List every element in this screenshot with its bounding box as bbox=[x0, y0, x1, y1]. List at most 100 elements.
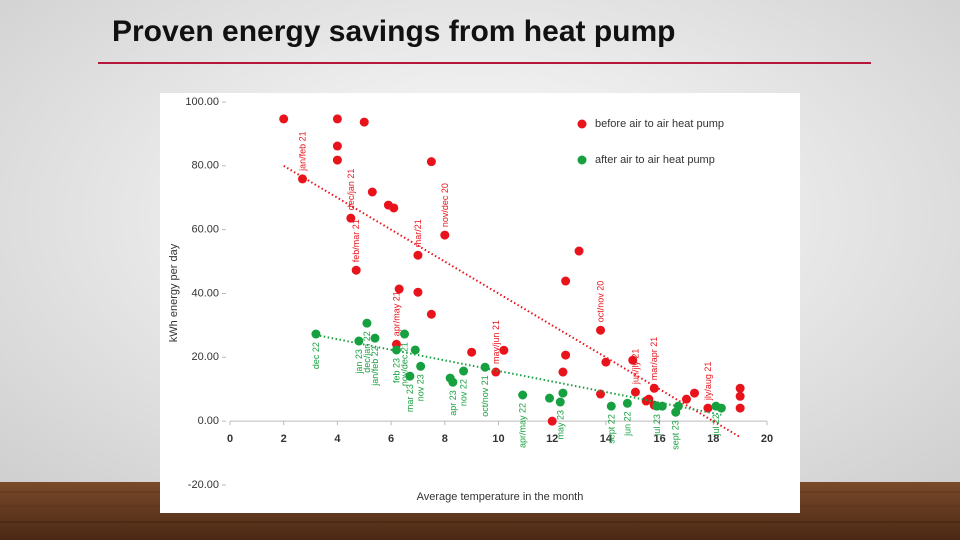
y-tick-label: 0.00 bbox=[198, 415, 219, 427]
point bbox=[644, 394, 654, 404]
x-tick-label: 2 bbox=[281, 433, 287, 445]
point-label: feb 23 bbox=[391, 358, 401, 383]
y-tick-label: 20.00 bbox=[191, 351, 219, 363]
point bbox=[628, 355, 638, 365]
point bbox=[703, 403, 713, 413]
point bbox=[351, 265, 361, 275]
point-label: jan 23 bbox=[354, 349, 364, 375]
point-label: dec/jan 21 bbox=[346, 169, 356, 211]
point-label: sept 23 bbox=[671, 420, 681, 450]
point-label: jul 22 bbox=[711, 414, 721, 437]
point bbox=[716, 403, 726, 413]
point bbox=[297, 174, 307, 184]
point-label: nov/dec 21 bbox=[400, 342, 410, 386]
point bbox=[410, 345, 420, 355]
point bbox=[354, 336, 364, 346]
point bbox=[547, 416, 557, 426]
point bbox=[574, 246, 584, 256]
point bbox=[499, 345, 509, 355]
point-label: jan/feb 21 bbox=[297, 131, 307, 172]
y-tick-label: 80.00 bbox=[191, 160, 219, 172]
point-label: nov 22 bbox=[459, 379, 469, 406]
point-label: mar/apr 21 bbox=[649, 337, 659, 381]
point bbox=[367, 187, 377, 197]
point-label: oct/nov 20 bbox=[596, 281, 606, 323]
point bbox=[359, 117, 369, 127]
point bbox=[491, 367, 501, 377]
point-label: nov 23 bbox=[416, 374, 426, 401]
legend-marker bbox=[577, 155, 587, 165]
trend-line bbox=[283, 164, 741, 438]
point bbox=[606, 401, 616, 411]
point-label: sept 22 bbox=[606, 414, 616, 444]
point bbox=[389, 203, 399, 213]
x-tick-label: 8 bbox=[442, 433, 448, 445]
x-tick-label: 4 bbox=[334, 433, 341, 445]
y-tick-label: 60.00 bbox=[191, 224, 219, 236]
x-tick-label: 0 bbox=[227, 433, 233, 445]
y-tick-label: 40.00 bbox=[191, 287, 219, 299]
point bbox=[459, 366, 469, 376]
x-tick-label: 6 bbox=[388, 433, 394, 445]
point-label: apr/may 22 bbox=[518, 403, 528, 448]
point-label: nov/dec 20 bbox=[440, 183, 450, 227]
point bbox=[405, 371, 415, 381]
x-tick-label: 12 bbox=[546, 433, 558, 445]
point bbox=[332, 141, 342, 151]
point bbox=[370, 333, 380, 343]
point bbox=[601, 357, 611, 367]
chart-panel bbox=[160, 93, 800, 513]
point-label: apr 23 bbox=[448, 390, 458, 416]
point bbox=[681, 394, 691, 404]
point bbox=[332, 114, 342, 124]
point bbox=[346, 213, 356, 223]
point bbox=[413, 287, 423, 297]
point-label: jly/aug 21 bbox=[703, 362, 713, 402]
point bbox=[362, 318, 372, 328]
point bbox=[426, 309, 436, 319]
point bbox=[690, 388, 700, 398]
point bbox=[558, 367, 568, 377]
point bbox=[649, 383, 659, 393]
x-tick-label: 16 bbox=[653, 433, 665, 445]
point-label: jun 22 bbox=[622, 411, 632, 437]
x-tick-label: 18 bbox=[707, 433, 719, 445]
point-label: may/jun 21 bbox=[491, 320, 501, 364]
slide-title: Proven energy savings from heat pump bbox=[112, 15, 675, 48]
point bbox=[391, 345, 401, 355]
point-label: jan/feb 22 bbox=[370, 346, 380, 387]
y-tick-label: -20.00 bbox=[188, 479, 219, 491]
point bbox=[545, 393, 555, 403]
point-label: may 23 bbox=[555, 410, 565, 440]
x-axis-label: Average temperature in the month bbox=[417, 491, 584, 503]
point-label: apr/may 21 bbox=[391, 291, 401, 336]
y-tick-label: 100.00 bbox=[185, 96, 219, 108]
point bbox=[657, 401, 667, 411]
x-tick-label: 10 bbox=[492, 433, 504, 445]
y-axis-label: kWh energy per day bbox=[168, 243, 180, 342]
x-tick-label: 14 bbox=[600, 433, 613, 445]
x-tick-label: 20 bbox=[761, 433, 773, 445]
point bbox=[448, 377, 458, 387]
point-label: jun/jly 21 bbox=[630, 349, 640, 386]
point-label: feb/mar 21 bbox=[351, 219, 361, 262]
point bbox=[596, 325, 606, 335]
point bbox=[735, 383, 745, 393]
point bbox=[311, 329, 321, 339]
point-label: jul 23 bbox=[652, 414, 662, 437]
point bbox=[555, 397, 565, 407]
point bbox=[630, 387, 640, 397]
point bbox=[561, 350, 571, 360]
point-label: mar/21 bbox=[413, 219, 423, 247]
point bbox=[673, 401, 683, 411]
point bbox=[416, 361, 426, 371]
point bbox=[279, 114, 289, 124]
point-label: oct/nov 21 bbox=[480, 375, 490, 417]
point bbox=[440, 230, 450, 240]
point bbox=[413, 250, 423, 260]
point bbox=[332, 155, 342, 165]
point bbox=[480, 362, 490, 372]
point bbox=[467, 347, 477, 357]
point-label: dec/jan 22 bbox=[362, 331, 372, 373]
